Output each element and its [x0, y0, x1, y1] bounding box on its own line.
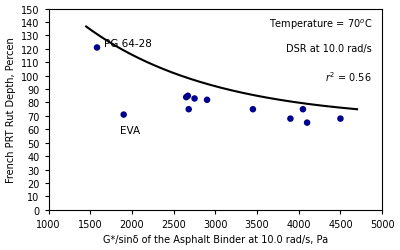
Point: [250, 108, 256, 112]
Point: [337, 117, 344, 121]
Text: Temperature = 70$^o$C: Temperature = 70$^o$C: [269, 18, 372, 32]
Text: EVA: EVA: [120, 126, 140, 136]
Point: [191, 97, 198, 101]
Point: [204, 98, 210, 102]
Point: [287, 117, 294, 121]
Text: $r^2$ = 0.56: $r^2$ = 0.56: [326, 70, 372, 84]
Y-axis label: French PRT Rut Depth, Percen: French PRT Rut Depth, Percen: [6, 37, 16, 182]
Point: [94, 46, 100, 50]
Point: [120, 113, 127, 117]
Text: PG 64-28: PG 64-28: [104, 39, 152, 49]
Point: [185, 94, 191, 98]
Point: [186, 108, 192, 112]
Point: [300, 108, 306, 112]
X-axis label: G*/sinδ of the Asphalt Binder at 10.0 rad/s, Pa: G*/sinδ of the Asphalt Binder at 10.0 ra…: [103, 234, 328, 244]
Point: [304, 121, 310, 125]
Text: DSR at 10.0 rad/s: DSR at 10.0 rad/s: [286, 44, 372, 54]
Point: [183, 96, 190, 100]
